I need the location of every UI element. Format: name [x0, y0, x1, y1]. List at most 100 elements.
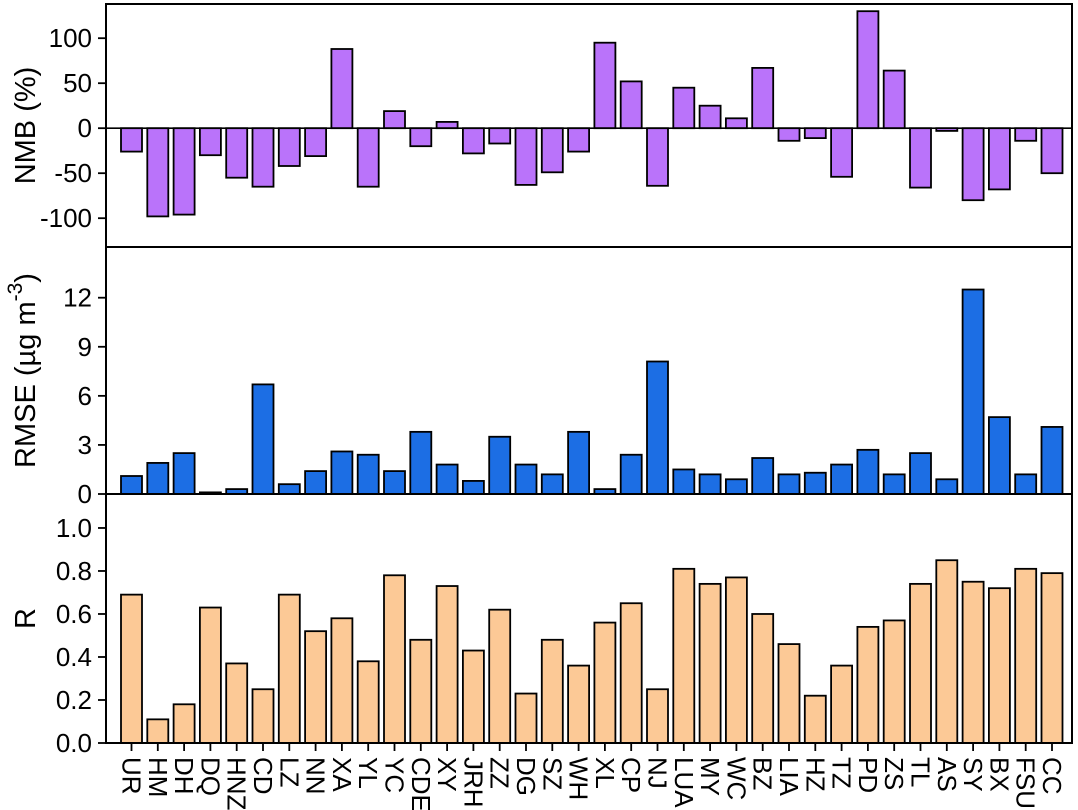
nmb-bar-CD — [251, 127, 275, 188]
r-bar-TL — [909, 582, 932, 744]
nmb-bar-LIA — [777, 127, 801, 142]
r-bar-WC — [725, 576, 748, 744]
x-category-label-TL: TL — [906, 757, 936, 787]
nmb-y-axis-title: NMB (%) — [10, 67, 42, 185]
x-category-label-WH: WH — [564, 757, 594, 800]
nmb-y-tick-label: -50 — [54, 158, 92, 188]
nmb-bar-WH — [567, 127, 590, 153]
nmb-y-tick-label: -100 — [40, 203, 92, 233]
r-y-axis-title: R — [10, 608, 42, 629]
nmb-bar-BZ — [751, 67, 775, 130]
nmb-bar-TL — [909, 127, 932, 189]
r-y-axis-title-part: R — [10, 608, 42, 629]
x-category-label-DH: DH — [169, 757, 199, 795]
x-category-label-TZ: TZ — [827, 757, 857, 789]
nmb-bar-UR — [120, 127, 143, 153]
x-category-label-FSU: FSU — [1011, 757, 1041, 809]
x-category-label-ZS: ZS — [879, 757, 909, 790]
x-category-label-BX: BX — [984, 757, 1014, 792]
r-bar-LUA — [672, 567, 696, 744]
x-category-label-MY: MY — [695, 757, 725, 796]
r-y-tick-label: 0.6 — [56, 599, 92, 629]
r-bar-LIA — [777, 643, 801, 744]
rmse-bar-SY — [961, 288, 985, 495]
x-category-label-WC: WC — [721, 757, 751, 800]
rmse-bar-JRH — [461, 480, 485, 495]
nmb-bar-XY — [435, 121, 459, 130]
nmb-bar-DG — [514, 127, 538, 186]
r-bar-ZS — [882, 619, 906, 744]
rmse-y-axis-title-part: RMSE (µg m — [10, 301, 42, 468]
nmb-bar-DH — [172, 127, 196, 216]
x-category-label-NJ: NJ — [643, 757, 673, 789]
r-bar-FSU — [1014, 567, 1038, 744]
r-bar-ZZ — [488, 608, 512, 744]
rmse-bar-WC — [725, 478, 748, 495]
r-bar-CC — [1040, 572, 1064, 744]
r-bar-UR — [120, 593, 143, 744]
rmse-bar-TZ — [830, 463, 853, 495]
r-bar-XA — [330, 617, 354, 744]
rmse-bar-MY — [698, 473, 722, 495]
nmb-bar-TZ — [830, 127, 853, 178]
rmse-bar-DH — [172, 452, 196, 495]
x-category-label-CDE: CDE — [406, 757, 436, 810]
rmse-y-tick-label: 6 — [78, 381, 92, 411]
r-bar-XY — [435, 585, 459, 744]
nmb-bar-PD — [856, 10, 880, 130]
nmb-bar-FSU — [1014, 127, 1038, 142]
nmb-bar-WC — [725, 117, 748, 130]
rmse-bar-YC — [383, 470, 406, 495]
rmse-bar-SZ — [540, 473, 564, 495]
nmb-y-tick-label: 0 — [78, 113, 92, 143]
rmse-bar-LIA — [777, 473, 801, 495]
nmb-bar-ZS — [882, 69, 906, 130]
x-category-label-YL: YL — [353, 757, 383, 789]
nmb-bar-SZ — [540, 127, 564, 174]
r-bar-HZ — [803, 694, 827, 744]
nmb-bar-MY — [698, 104, 722, 130]
r-bar-YL — [356, 660, 380, 744]
rmse-bar-NN — [304, 470, 328, 495]
x-category-label-CC: CC — [1037, 757, 1067, 795]
r-bar-BX — [988, 587, 1011, 744]
rmse-y-tick-label: 12 — [63, 283, 92, 313]
rmse-y-axis-title: RMSE (µg m-3) — [4, 273, 43, 468]
nmb-bar-SY — [961, 127, 985, 202]
nmb-bar-JRH — [461, 127, 485, 155]
x-category-label-AS: AS — [932, 757, 962, 792]
rmse-y-tick-label: 9 — [78, 332, 92, 362]
nmb-y-tick-label: 50 — [63, 68, 92, 98]
rmse-bar-HM — [146, 462, 170, 495]
rmse-y-tick-label: 3 — [78, 430, 92, 460]
nmb-bar-CP — [619, 80, 643, 130]
rmse-bar-ZS — [882, 473, 906, 495]
nmb-bar-ZZ — [488, 127, 512, 145]
x-category-label-ZZ: ZZ — [485, 757, 515, 789]
r-panel-frame — [105, 493, 1073, 744]
rmse-bar-AS — [935, 478, 959, 495]
rmse-bar-PD — [856, 448, 880, 495]
nmb-bar-XA — [330, 48, 354, 130]
r-bar-CP — [619, 602, 643, 744]
nmb-bar-CC — [1040, 127, 1064, 175]
x-category-label-XA: XA — [327, 757, 357, 792]
r-y-tick-label: 0.2 — [56, 685, 92, 715]
rmse-bar-LUA — [672, 468, 696, 495]
rmse-bar-NJ — [646, 360, 669, 495]
nmb-bar-HNZ — [225, 127, 249, 179]
r-bar-LZ — [277, 593, 301, 744]
r-bar-XL — [593, 621, 617, 744]
rmse-bar-FSU — [1014, 473, 1038, 495]
r-bar-DG — [514, 692, 538, 744]
nmb-bar-NN — [304, 127, 328, 157]
r-bar-BZ — [751, 613, 775, 744]
r-bar-SY — [961, 580, 985, 744]
r-y-tick-label: 0.8 — [56, 556, 92, 586]
rmse-bar-XA — [330, 450, 354, 495]
x-category-label-XY: XY — [432, 757, 462, 792]
r-y-tick-label: 0.0 — [56, 728, 92, 758]
nmb-bar-HM — [146, 127, 170, 218]
r-y-tick-label: 1.0 — [56, 513, 92, 543]
r-bar-SZ — [540, 638, 564, 744]
